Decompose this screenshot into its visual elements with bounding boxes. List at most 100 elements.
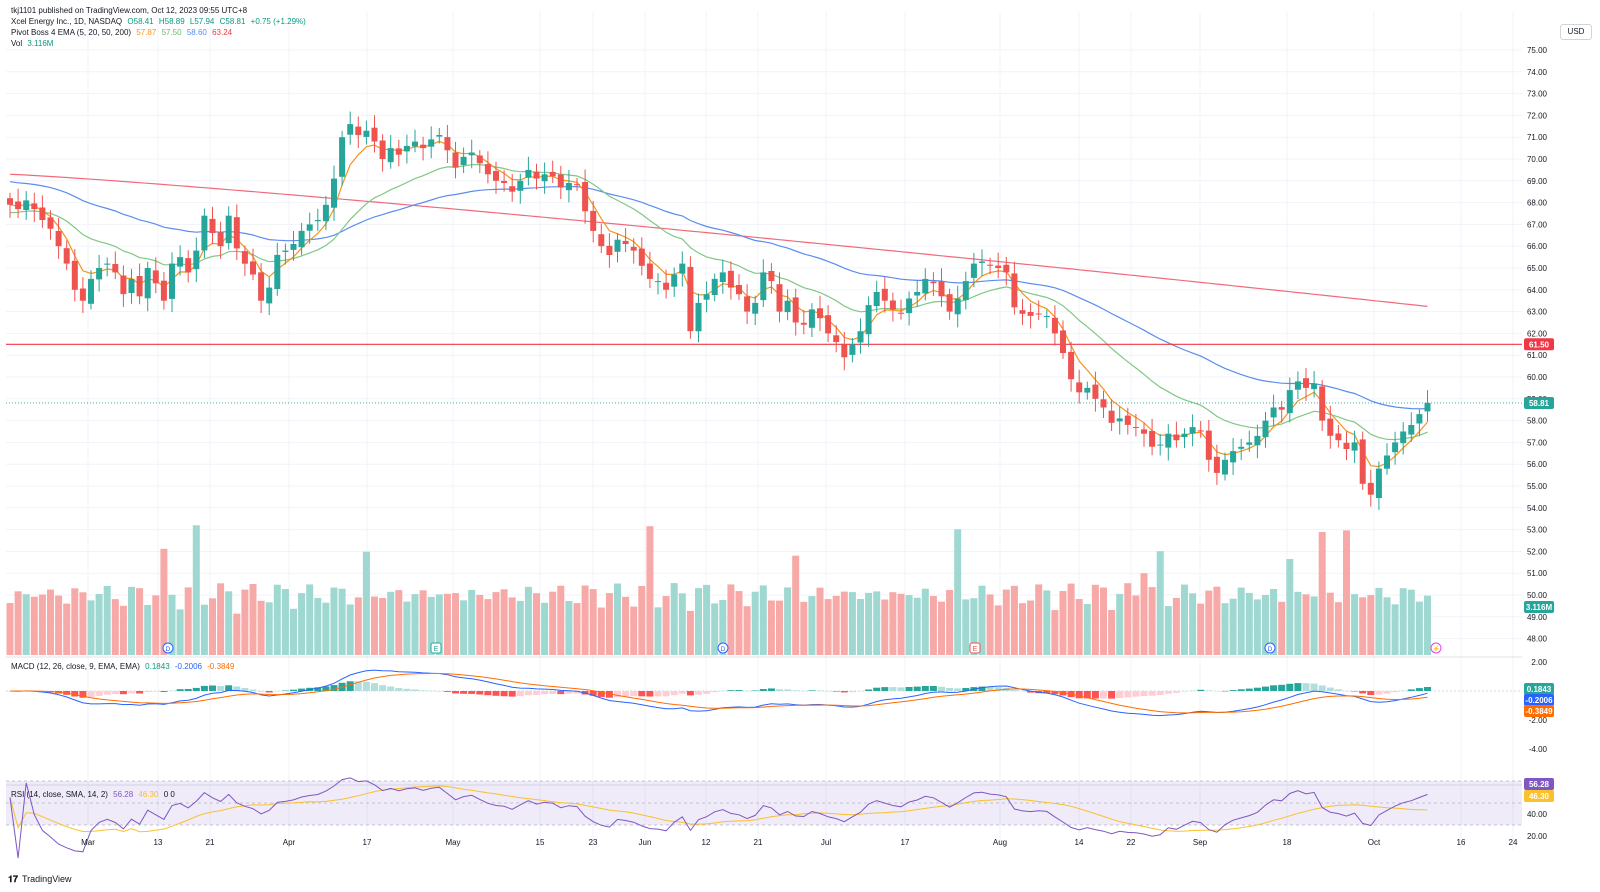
candle-body [120, 275, 127, 295]
ema-legend[interactable]: Pivot Boss 4 EMA (5, 20, 50, 200) 57.87 … [11, 27, 235, 38]
macd-hist-bar [1075, 691, 1083, 699]
macd-hist-bar [589, 691, 597, 696]
volume-bar [1286, 559, 1294, 655]
volume-bar [638, 586, 646, 655]
candle-body [1076, 382, 1083, 393]
macd-hist-bar [905, 687, 913, 691]
candle-body [800, 322, 807, 325]
candle-body [209, 218, 216, 234]
macd-hist-bar [1253, 687, 1261, 691]
volume-bars [6, 525, 1431, 655]
volume-legend[interactable]: Vol 3.116M [11, 38, 56, 49]
currency-button[interactable]: USD [1560, 24, 1592, 40]
volume-bar [597, 607, 605, 655]
volume-bar [111, 599, 119, 655]
candle-body [1294, 381, 1301, 390]
volume-bar [1108, 610, 1116, 655]
macd-hist-bar [1391, 691, 1399, 693]
hline-price-tag-bg [1524, 338, 1554, 351]
event-marker [1430, 642, 1442, 654]
macd-hist-bar [573, 691, 581, 694]
macd-hist-bar [1383, 691, 1391, 694]
volume-bar [873, 591, 881, 655]
price-tick-label: 61.00 [1527, 351, 1548, 360]
volume-bar [816, 587, 824, 655]
volume-bar [824, 599, 832, 655]
volume-bar [1375, 587, 1383, 655]
volume-bar [217, 583, 225, 655]
candle-body [857, 331, 864, 343]
price-tick-label: 71.00 [1527, 133, 1548, 142]
candle-body [1230, 451, 1237, 463]
candle-body [565, 183, 572, 191]
candle-body [954, 298, 961, 315]
candle-body [792, 297, 799, 323]
volume-bar [1270, 589, 1278, 655]
price-tick-label: 54.00 [1527, 504, 1548, 513]
volume-bar [557, 585, 565, 655]
candle-body [1108, 410, 1115, 423]
macd-label: MACD (12, 26, close, 9, EMA, EMA) [11, 662, 140, 671]
volume-bar [1035, 584, 1043, 655]
macd-hist-bar [1083, 691, 1091, 699]
candle-body [574, 184, 580, 186]
macd-legend[interactable]: MACD (12, 26, close, 9, EMA, EMA) 0.1843… [11, 661, 237, 672]
last-price-tag-bg [1524, 396, 1554, 409]
macd-hist-bar [192, 687, 200, 691]
candle-body [1084, 387, 1091, 393]
symbol-text[interactable]: Xcel Energy Inc., 1D, NASDAQ [11, 17, 123, 26]
macd-hist-bar [1172, 691, 1180, 693]
candle-body [476, 155, 483, 164]
macd-hist-bar [865, 689, 873, 691]
volume-bar [79, 592, 87, 655]
volume-bar [711, 603, 719, 655]
candle-body [71, 260, 78, 290]
macd-hist-bar [678, 691, 686, 694]
volume-bar [792, 555, 800, 655]
volume-bar [776, 600, 783, 655]
macd-hist-bar [1116, 691, 1124, 698]
candle-body [1019, 310, 1026, 314]
earnings-marker [969, 642, 981, 654]
rsi-tick-label: 20.00 [1527, 832, 1548, 841]
ema20-value: 57.50 [161, 28, 182, 37]
macd-hist-bar [1132, 691, 1140, 697]
candle-body [493, 171, 499, 181]
macd-hist-bar [265, 691, 273, 693]
macd-hist-bar [119, 691, 127, 695]
macd-hist-bar [686, 691, 694, 696]
candle-body [55, 231, 62, 247]
volume-bar [1245, 592, 1253, 655]
volume-bar [128, 586, 135, 655]
macd-hist-bar [630, 691, 638, 697]
macd-hist-bar [225, 685, 233, 691]
volume-bar [541, 602, 549, 655]
volume-bar [1010, 585, 1018, 655]
macd-hist-bar [508, 691, 516, 697]
volume-bar [144, 605, 152, 655]
volume-bar [1091, 584, 1099, 655]
rsi-legend[interactable]: RSI (14, close, SMA, 14, 2) 56.28 46.30 … [11, 789, 178, 800]
candle-body [217, 232, 224, 247]
price-tick-label: 57.00 [1527, 438, 1548, 447]
macd-hist-bar [557, 691, 565, 695]
macd-tag: 0.1843 [1527, 685, 1552, 694]
candle-body [606, 245, 613, 255]
candle-body [776, 284, 783, 312]
volume-bar [168, 594, 176, 655]
candle-body [331, 178, 337, 208]
macd-hist-bar [808, 690, 816, 691]
candle-body [922, 278, 929, 294]
tradingview-logo[interactable]: 𝟏𝟕 TradingView [8, 874, 72, 885]
macd-hist-bar [452, 691, 459, 694]
macd-hist-bar [460, 691, 468, 694]
macd-hist-bar [233, 686, 241, 691]
price-tick-label: 56.00 [1527, 460, 1548, 469]
candle-body [63, 248, 70, 264]
event-marker [1264, 642, 1276, 654]
macd-hist-bar [1326, 687, 1334, 691]
macd-hist-bar [290, 689, 297, 691]
time-axis: Mar 13 21 Apr 17 May 15 23 Jun 12 21 Jul 17 Aug 14 22 Se… [81, 838, 1518, 847]
candle-body [1367, 482, 1374, 495]
